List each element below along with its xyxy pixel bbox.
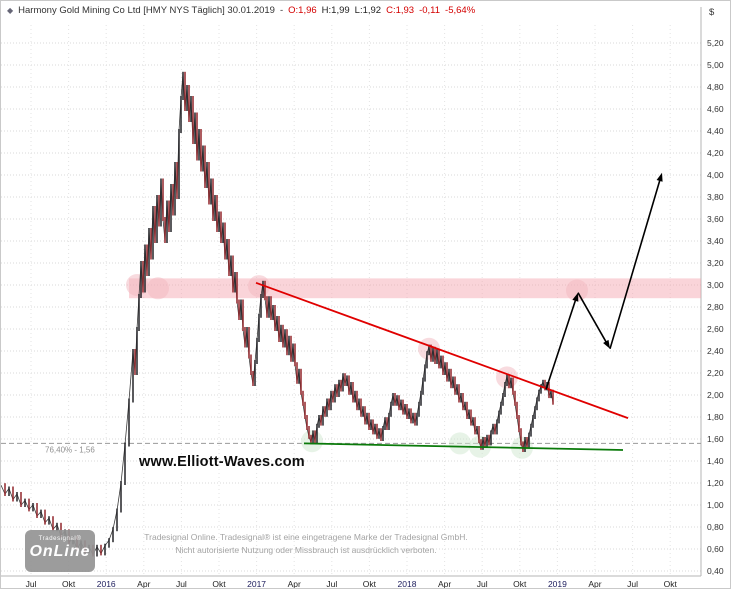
fibonacci-retracement-label: 76,40% - 1,56 <box>45 445 95 454</box>
highlight-circle <box>566 279 588 302</box>
x-axis-label: Apr <box>288 579 301 589</box>
y-axis-label: 0,40 <box>707 566 724 576</box>
x-axis-label: Apr <box>137 579 150 589</box>
x-axis-label: 2019 <box>548 579 567 589</box>
high-value: H:1,99 <box>321 5 350 16</box>
projection-arrow-line <box>545 296 578 390</box>
support-trendline <box>303 442 624 451</box>
x-axis-label: 2016 <box>97 579 116 589</box>
x-axis-label: Okt <box>363 579 377 589</box>
y-axis-label: 2,00 <box>707 390 724 400</box>
open-value: O:1,96 <box>288 5 317 16</box>
chart-header: ◆ Harmony Gold Mining Co Ltd [HMY NYS Täg… <box>7 5 480 16</box>
x-axis-label: Jul <box>176 579 187 589</box>
tradesignal-logo: Tradesignal® OnLine <box>25 530 95 572</box>
projection-arrow-line <box>609 176 662 350</box>
currency-symbol: $ <box>709 7 715 18</box>
y-axis-label: 3,40 <box>707 236 724 246</box>
highlight-circle <box>301 430 323 453</box>
x-axis-label: 2017 <box>247 579 266 589</box>
y-axis-label: 1,80 <box>707 412 724 422</box>
x-axis-label: Jul <box>326 579 337 589</box>
resistance-trendline <box>255 281 629 419</box>
projection-arrow-head <box>656 172 663 182</box>
y-axis-label: 4,20 <box>707 148 724 158</box>
x-axis-label: Okt <box>664 579 678 589</box>
x-axis-label: Okt <box>62 579 76 589</box>
y-axis-label: 5,20 <box>707 38 724 48</box>
footer-line2: Nicht autorisierte Nutzung oder Missbrau… <box>175 545 437 555</box>
x-axis-label: Apr <box>438 579 451 589</box>
logo-brand-main: OnLine <box>29 543 91 560</box>
highlight-circle <box>147 277 169 300</box>
projection-arrow-head <box>603 339 610 349</box>
instrument-icon: ◆ <box>7 6 14 15</box>
y-axis-label: 4,00 <box>707 170 724 180</box>
price-path <box>1 73 554 556</box>
y-axis-label: 0,80 <box>707 522 724 532</box>
y-axis-label: 1,00 <box>707 500 724 510</box>
footer-disclaimer: Tradesignal Online. Tradesignal® ist ein… <box>106 531 506 557</box>
y-axis-label: 4,40 <box>707 126 724 136</box>
x-axis-label: Okt <box>513 579 527 589</box>
y-axis-label: 3,20 <box>707 258 724 268</box>
instrument-title: Harmony Gold Mining Co Ltd [HMY NYS Tägl… <box>18 5 275 16</box>
x-axis-label: 2018 <box>398 579 417 589</box>
y-axis-label: 4,80 <box>707 82 724 92</box>
y-axis-label: 2,40 <box>707 346 724 356</box>
y-axis-label: 2,60 <box>707 324 724 334</box>
y-axis-label: 2,80 <box>707 302 724 312</box>
logo-brand-small: Tradesignal® <box>38 536 82 542</box>
y-axis-label: 1,60 <box>707 434 724 444</box>
x-axis-label: Jul <box>627 579 638 589</box>
change-pct: -5,64% <box>445 5 476 16</box>
y-axis-label: 3,60 <box>707 214 724 224</box>
y-axis-label: 1,40 <box>707 456 724 466</box>
change-abs: -0,11 <box>419 5 441 16</box>
y-axis-label: 4,60 <box>707 104 724 114</box>
x-axis-label: Apr <box>588 579 601 589</box>
low-value: L:1,92 <box>354 5 382 16</box>
close-value: C:1,93 <box>386 5 415 16</box>
resistance-zone-band <box>129 278 701 299</box>
projection-arrow-head <box>572 292 579 302</box>
highlight-circle <box>449 432 471 455</box>
header-separator: - <box>279 5 284 16</box>
x-axis-label: Okt <box>212 579 226 589</box>
x-axis-label: Jul <box>477 579 488 589</box>
footer-line1: Tradesignal Online. Tradesignal® ist ein… <box>144 532 468 542</box>
projection-arrow-line <box>577 292 609 346</box>
y-axis-label: 5,00 <box>707 60 724 70</box>
x-axis-label: Jul <box>26 579 37 589</box>
y-axis-label: 2,20 <box>707 368 724 378</box>
y-axis-label: 0,60 <box>707 544 724 554</box>
watermark: www.Elliott-Waves.com <box>139 454 305 470</box>
y-axis-label: 3,00 <box>707 280 724 290</box>
y-axis-label: 1,20 <box>707 478 724 488</box>
y-axis-label: 3,80 <box>707 192 724 202</box>
